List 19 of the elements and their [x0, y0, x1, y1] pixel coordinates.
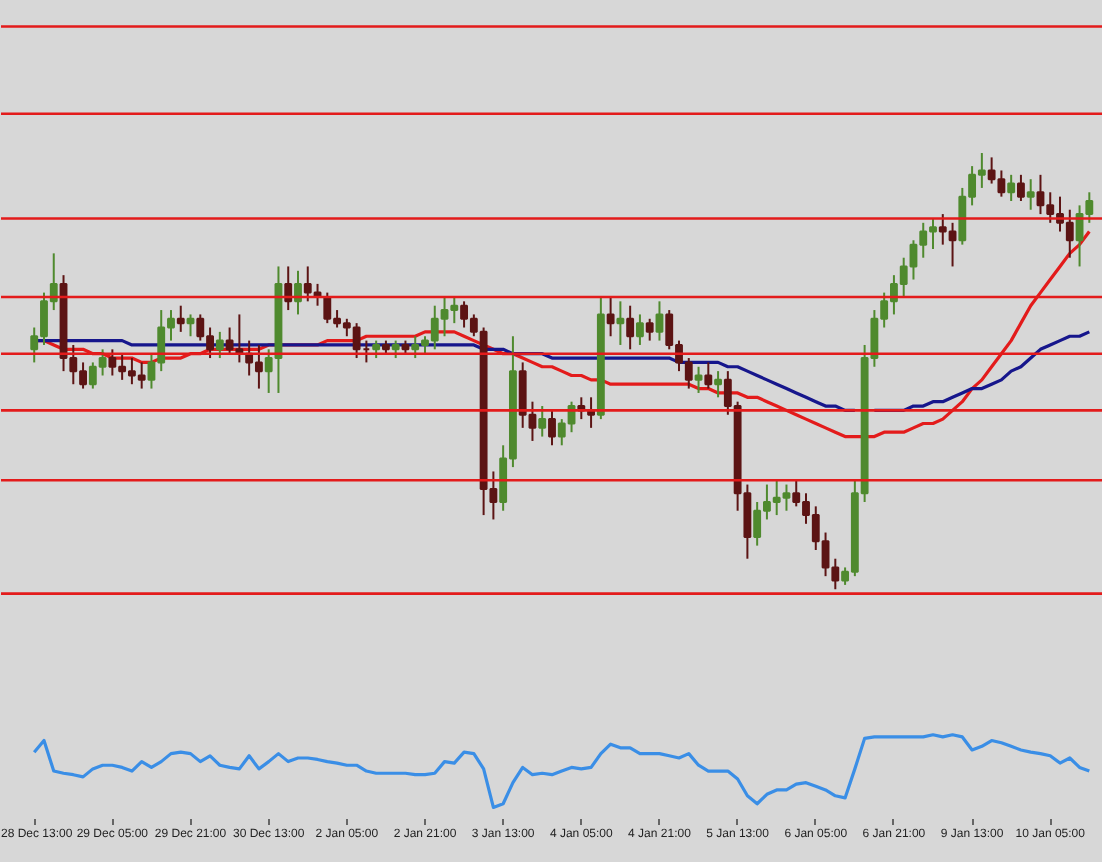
candlestick — [645, 317, 654, 342]
candlestick — [1007, 173, 1016, 203]
candlestick — [714, 370, 723, 399]
candlestick — [655, 300, 664, 342]
candlestick — [616, 300, 625, 346]
candlestick — [606, 295, 615, 338]
candlestick — [215, 330, 224, 360]
candlestick — [538, 405, 547, 438]
candlestick — [186, 313, 195, 338]
candlestick — [1017, 173, 1025, 203]
candlestick — [704, 361, 713, 390]
candlestick — [635, 313, 644, 346]
candlestick — [1026, 178, 1035, 211]
candlestick — [548, 409, 556, 447]
candlestick — [626, 304, 635, 351]
candlestick — [694, 365, 703, 394]
candlestick — [294, 269, 302, 316]
candlestick — [176, 304, 185, 333]
candlestick — [284, 265, 293, 312]
